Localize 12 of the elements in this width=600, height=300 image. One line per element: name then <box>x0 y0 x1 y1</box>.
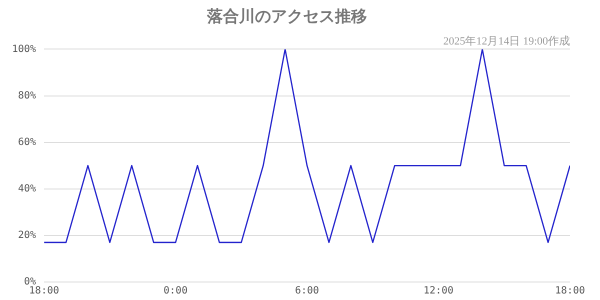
y-tick-label: 100% <box>12 44 36 55</box>
x-tick-label: 12:00 <box>423 286 454 297</box>
y-tick-label: 20% <box>18 230 36 242</box>
x-tick-label: 18:00 <box>29 286 60 297</box>
y-tick-label: 60% <box>18 136 36 148</box>
x-tick-label: 18:00 <box>554 286 586 297</box>
x-tick-label: 0:00 <box>164 286 188 297</box>
chart-title: 落合川のアクセス推移 <box>206 8 367 26</box>
y-tick-label: 80% <box>18 90 36 102</box>
y-tick-label: 40% <box>18 183 36 194</box>
x-tick-label: 6:00 <box>294 286 320 297</box>
chart-subtitle: 2025年12月14日 19:00作成 <box>443 34 570 48</box>
